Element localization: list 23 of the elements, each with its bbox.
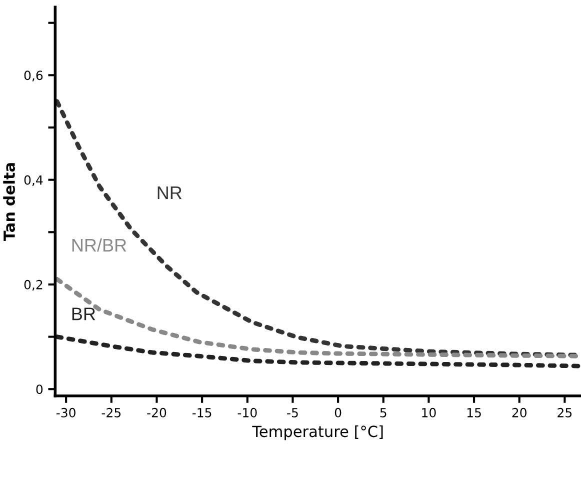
x-tick-label: -15: [192, 408, 212, 418]
x-tick-label: 20: [512, 408, 526, 418]
y-tick-label: 0: [36, 384, 43, 394]
y-tick-label: 0,6: [24, 70, 43, 82]
y-tick-label: 0,4: [24, 175, 43, 186]
x-tick-label: 0: [334, 408, 342, 418]
x-tick-label: 5: [380, 408, 386, 418]
x-tick-label: 25: [558, 408, 572, 418]
text: NR: [158, 186, 182, 199]
x-tick-label: -10: [238, 408, 257, 418]
line-series: [55, 277, 581, 358]
line-series: [55, 334, 581, 368]
x-tick-label: 15: [467, 408, 481, 418]
x-tick-label: 10: [422, 408, 436, 418]
series-label: NR/BR: [72, 238, 126, 252]
x-tick-label: -25: [102, 408, 121, 418]
x-tick-label: -5: [287, 408, 298, 418]
x-axis-title: Temperature [°C]: [252, 425, 383, 440]
y-tick-label: 0,2: [24, 280, 42, 291]
x-tick-label: -30: [56, 408, 76, 418]
series-label: BR: [72, 308, 96, 320]
x-tick-label: -20: [147, 408, 166, 418]
y-axis-title: Tan delta: [3, 163, 15, 242]
